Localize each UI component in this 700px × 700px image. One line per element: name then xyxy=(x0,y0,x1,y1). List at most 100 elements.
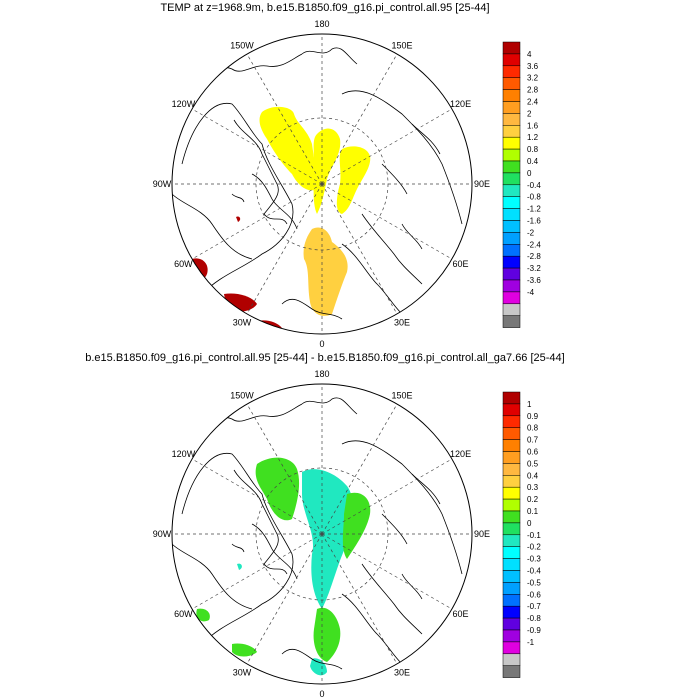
colorbar-label: 1.6 xyxy=(527,121,539,130)
colorbar-label: -0.1 xyxy=(527,531,541,540)
meridian-line xyxy=(321,53,398,185)
colorbar-box xyxy=(502,208,521,221)
map-title-bottom: b.e15.B1850.f09_g16.pi_control.all.95 [2… xyxy=(85,352,565,364)
colorbar-box xyxy=(502,617,521,631)
map-boundary xyxy=(171,33,473,335)
colorbar-box xyxy=(502,605,521,619)
meridian-line xyxy=(321,458,453,535)
map-content xyxy=(172,47,463,330)
colorbar-label: 1.2 xyxy=(527,133,539,142)
colorbar-box xyxy=(502,582,521,595)
colorbar-box xyxy=(502,510,521,524)
colorbar-box xyxy=(502,522,521,536)
colorbar-box xyxy=(502,125,521,138)
colorbar-label: -0.4 xyxy=(527,181,541,190)
colorbar-label: 0.3 xyxy=(527,483,539,492)
longitude-label: 60E xyxy=(453,609,469,619)
longitude-label: 30E xyxy=(394,668,410,678)
longitude-label: 0 xyxy=(319,339,324,349)
colorbar-box xyxy=(502,77,521,90)
coastline xyxy=(281,298,343,320)
meridian-line xyxy=(321,403,398,535)
longitude-label: 60E xyxy=(453,259,469,269)
meridians xyxy=(172,34,472,334)
colorbar-box xyxy=(502,498,521,512)
diff-region-negative xyxy=(302,469,353,609)
colorbar-label: -1.2 xyxy=(527,205,541,214)
meridian-line xyxy=(321,533,398,665)
longitude-label: 180 xyxy=(314,369,329,379)
coastline xyxy=(381,513,408,545)
colorbar-box xyxy=(502,570,521,583)
longitude-label: 150W xyxy=(230,40,254,50)
colorbar: 1 0.9 0.8 0.7 0.6 0.5 0.4 0.3 0.2 0.1 0 -0.1 -0.2 -0.… xyxy=(502,391,541,678)
colorbar-label: 0.4 xyxy=(527,157,539,166)
coastline xyxy=(301,47,358,65)
polar-map-bottom: 180 150E 120E 90E 60E 30E 0 30W 60W 90W 120W 150W 1 0… xyxy=(153,369,542,699)
colorbar-label: -2.8 xyxy=(527,252,541,261)
colorbar-label: -0.2 xyxy=(527,543,541,552)
diff-region-positive xyxy=(313,607,341,662)
coastline xyxy=(281,648,343,670)
colorbar-box xyxy=(502,65,521,78)
colorbar-box xyxy=(502,160,521,174)
coastline xyxy=(411,123,441,155)
map-boundary xyxy=(171,383,473,685)
colorbar-label: -0.9 xyxy=(527,626,541,635)
meridian-line xyxy=(321,183,398,315)
colorbar-box xyxy=(502,665,521,678)
meridian-line xyxy=(191,458,323,535)
coastline xyxy=(341,440,463,575)
colorbar-box xyxy=(502,391,521,405)
colorbar-box xyxy=(502,184,521,197)
hot-anomaly-region xyxy=(236,216,241,222)
diff-region-positive xyxy=(342,492,371,559)
colorbar-box xyxy=(502,475,521,488)
colorbar-box xyxy=(502,291,521,305)
longitude-label: 120E xyxy=(450,99,471,109)
colorbar-box xyxy=(502,101,521,114)
coastline xyxy=(231,193,245,203)
colorbar-box xyxy=(502,89,521,102)
longitude-label: 90W xyxy=(153,529,172,539)
longitude-label: 60W xyxy=(174,259,193,269)
colorbar-box xyxy=(502,653,521,666)
colorbar-box xyxy=(502,439,521,452)
meridian-line xyxy=(321,183,453,260)
diff-region-positive xyxy=(196,608,210,622)
longitude-label: 90W xyxy=(153,179,172,189)
longitude-label: 120E xyxy=(450,449,471,459)
colorbar-label: -3.6 xyxy=(527,276,541,285)
colorbar-box xyxy=(502,279,521,293)
longitude-labels: 180 150E 120E 90E 60E 30E 0 30W 60W 90W 120W 150W xyxy=(153,19,490,349)
colorbar-label: -0.8 xyxy=(527,614,541,623)
coastline xyxy=(401,573,423,600)
meridian-line xyxy=(246,183,323,315)
longitude-labels: 180 150E 120E 90E 60E 30E 0 30W 60W 90W 120W 150W xyxy=(153,369,490,699)
colorbar-label: -0.5 xyxy=(527,578,541,587)
colorbar-label: -3.2 xyxy=(527,264,541,273)
colorbar-label: 4 xyxy=(527,50,532,59)
diff-region-positive xyxy=(255,457,300,521)
longitude-label: 30W xyxy=(233,318,252,328)
map-title-top: TEMP at z=1968.9m, b.e15.B1850.f09_g16.p… xyxy=(160,2,490,14)
colorbar-box xyxy=(502,315,521,328)
longitude-label: 150E xyxy=(391,390,412,400)
colorbar-box xyxy=(502,486,521,500)
colorbar-label: 0.8 xyxy=(527,424,539,433)
colorbar-label: 2 xyxy=(527,109,532,118)
colorbar-label: -0.4 xyxy=(527,567,541,576)
colorbar-box xyxy=(502,546,521,559)
coastline xyxy=(172,193,253,260)
colorbar-label: 0.7 xyxy=(527,436,539,445)
colorbar-label: 2.4 xyxy=(527,98,539,107)
longitude-label: 90E xyxy=(474,179,490,189)
colorbar-label: 1 xyxy=(527,400,532,409)
colorbar-box xyxy=(502,629,521,643)
colorbar-label: -0.6 xyxy=(527,590,541,599)
longitude-label: 60W xyxy=(174,609,193,619)
meridian-line xyxy=(321,533,453,610)
longitude-label: 180 xyxy=(314,19,329,29)
coastline xyxy=(341,593,403,665)
warm-anomaly-region xyxy=(336,146,371,214)
